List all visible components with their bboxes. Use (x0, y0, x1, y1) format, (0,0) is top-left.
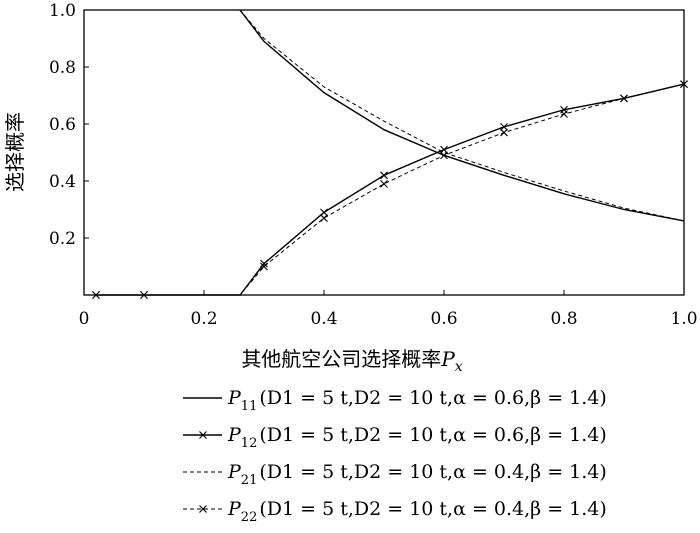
x-marker (260, 259, 268, 268)
y-axis-label: 选择概率 (3, 112, 27, 192)
x-marker (440, 151, 448, 160)
plot-frame (83, 9, 685, 296)
x-tick-label: 1.0 (670, 309, 697, 329)
x-tick-label: 0.6 (430, 309, 457, 329)
x-tick-label: 0.4 (310, 309, 337, 329)
series-line-p22 (96, 83, 685, 296)
y-tick-label: 1.0 (49, 1, 76, 21)
y-tick-label: 0.4 (49, 172, 76, 192)
legend-item-p11: P11 (D1 = 5 t,D2 = 10 t,α = 0.6,β = 1.4) (183, 387, 607, 414)
series-line-p21 (239, 9, 685, 222)
x-marker (199, 431, 207, 439)
legend: P11 (D1 = 5 t,D2 = 10 t,α = 0.6,β = 1.4) P… (183, 387, 607, 525)
x-marker (380, 171, 388, 180)
x-marker (500, 128, 508, 137)
x-marker (320, 208, 328, 217)
series-line-p12 (96, 83, 685, 296)
x-marker (199, 505, 207, 513)
x-marker (320, 214, 328, 222)
legend-params: (D1 = 5 t,D2 = 10 t,α = 0.6,β = 1.4) (259, 424, 606, 446)
x-marker (380, 179, 388, 188)
legend-label: P22 (D1 = 5 t,D2 = 10 t,α = 0.4,β = 1.4) (227, 498, 607, 525)
legend-item-p22: P22 (D1 = 5 t,D2 = 10 t,α = 0.4,β = 1.4) (183, 498, 607, 525)
x-marker (620, 94, 628, 103)
legend-label: P12 (D1 = 5 t,D2 = 10 t,α = 0.6,β = 1.4) (227, 424, 607, 451)
x-marker (440, 145, 448, 154)
legend-label: P11 (D1 = 5 t,D2 = 10 t,α = 0.6,β = 1.4) (227, 387, 607, 414)
series-p21 (239, 9, 685, 222)
x-marker (560, 110, 568, 118)
x-axis-label-text: 其他航空公司选择概率 (241, 347, 441, 371)
x-axis-label: 其他航空公司选择概率Px (241, 347, 462, 375)
series-line-p11 (239, 9, 685, 222)
x-marker (500, 122, 508, 131)
x-tick-label: 0.8 (550, 309, 577, 329)
legend-item-p12: P12 (D1 = 5 t,D2 = 10 t,α = 0.6,β = 1.4) (183, 424, 607, 451)
legend-params: (D1 = 5 t,D2 = 10 t,α = 0.6,β = 1.4) (259, 387, 606, 409)
x-marker (92, 291, 100, 299)
legend-params: (D1 = 5 t,D2 = 10 t,α = 0.4,β = 1.4) (259, 461, 606, 483)
legend-sub: 22 (241, 510, 258, 525)
series-p12 (92, 80, 688, 299)
x-marker (260, 262, 268, 271)
legend-sub: 12 (241, 436, 258, 451)
series-p22 (92, 80, 688, 299)
legend-sub: 21 (241, 473, 258, 488)
x-axis-label-sub: x (455, 359, 463, 375)
legend-params: (D1 = 5 t,D2 = 10 t,α = 0.4,β = 1.4) (259, 498, 606, 520)
series-p11 (239, 9, 685, 222)
y-tick-label: 0.8 (49, 58, 76, 78)
legend-sub: 11 (241, 399, 258, 414)
x-tick-label: 0.2 (190, 309, 217, 329)
y-tick-label: 0.6 (49, 115, 76, 135)
x-tick-label: 0 (79, 309, 90, 329)
x-axis-label-var: P (440, 347, 455, 371)
legend-item-p21: P21 (D1 = 5 t,D2 = 10 t,α = 0.4,β = 1.4) (183, 461, 607, 488)
legend-label: P21 (D1 = 5 t,D2 = 10 t,α = 0.4,β = 1.4) (227, 461, 607, 488)
x-marker (140, 291, 148, 299)
y-tick-label: 0.2 (49, 229, 76, 249)
x-marker (680, 80, 688, 88)
